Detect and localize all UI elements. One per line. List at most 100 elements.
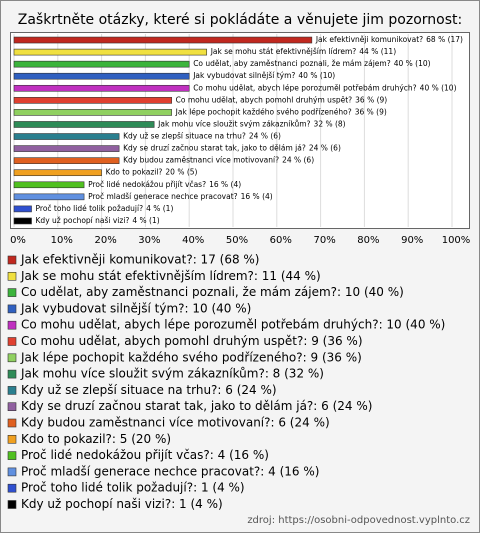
bar-value-label: 4 % (1) xyxy=(132,216,159,225)
bar-label-category: Proč mladší generace nechce pracovat? xyxy=(88,192,238,201)
bar-label-category: Jak lépe pochopit každého svého podřízen… xyxy=(175,107,352,116)
legend-swatch xyxy=(7,353,17,363)
legend-swatch xyxy=(7,271,17,281)
bar xyxy=(13,109,172,116)
bar-label-category: Co mohu udělat, abych lépe porozuměl pot… xyxy=(193,83,416,92)
bar-label-category: Kdy se druzí začnou starat tak, jako to … xyxy=(123,144,306,153)
bar-value-label: 4 % (1) xyxy=(146,204,173,213)
bar-label-category: Kdy už se zlepší situace na trhu? xyxy=(123,132,246,141)
bar-value-label: 68 % (17) xyxy=(426,35,463,44)
legend-swatch xyxy=(7,467,17,477)
bar xyxy=(13,217,32,225)
bar-label: Jak efektivněji komunikovat? 68 % (17) xyxy=(315,35,463,44)
bar-label-category: Co mohu udělat, abych pomohl druhým uspě… xyxy=(176,95,352,104)
bar xyxy=(13,48,208,56)
x-tick-label: 0% xyxy=(10,235,26,246)
legend-label: Proč mladší generace nechce pracovat?: 4… xyxy=(21,464,319,478)
bar-label-category: Jak efektivněji komunikovat? xyxy=(315,35,423,44)
bar-label: Jak mohu více sloužit svým zákazníkům? 32… xyxy=(157,119,346,128)
bar-label-category: Co udělat, aby zaměstnanci poznali, že m… xyxy=(193,59,391,68)
bar-label-category: Kdy budou zaměstnanci více motivovaní? xyxy=(123,156,279,165)
bar-label: Jak lépe pochopit každého svého podřízen… xyxy=(175,107,387,116)
legend-label: Jak efektivněji komunikovat?: 17 (68 %) xyxy=(20,253,260,267)
legend-label: Co mohu udělat, abych lépe porozuměl pot… xyxy=(21,318,445,332)
legend-label: Kdo to pokazil?: 5 (20 %) xyxy=(21,432,171,446)
legend-label: Jak vybudovat silnější tým?: 10 (40 %) xyxy=(20,301,251,315)
x-tick-label: 20% xyxy=(94,235,116,246)
bar-label: Co mohu udělat, abych lépe porozuměl pot… xyxy=(193,83,456,92)
legend-label: Jak se mohu stát efektivnějším lídrem?: … xyxy=(20,269,321,283)
chart-title: Zaškrtněte otázky, které si pokládáte a … xyxy=(18,12,462,28)
bar xyxy=(13,84,190,92)
bar xyxy=(13,157,120,164)
legend-swatch xyxy=(7,304,17,314)
bar-label: Kdy už se zlepší situace na trhu? 24 % (6… xyxy=(123,132,281,141)
bar-value-label: 44 % (11) xyxy=(359,47,396,56)
legend-swatch xyxy=(7,483,17,493)
bar-label-category: Jak se mohu stát efektivnějším lídrem? xyxy=(210,47,357,56)
bar-value-label: 32 % (8) xyxy=(314,119,346,128)
x-tick-label: 90% xyxy=(401,235,423,246)
x-tick-label: 30% xyxy=(138,235,160,246)
bar-label: Kdy se druzí začnou starat tak, jako to … xyxy=(123,144,341,153)
legend-label: Jak mohu více sloužit svým zákazníkům?: … xyxy=(20,367,324,381)
bar-label-category: Jak vybudovat silnější tým? xyxy=(192,71,295,80)
x-tick-label: 100% xyxy=(442,235,471,246)
bar-value-label: 40 % (10) xyxy=(394,59,431,68)
bar-label-category: Jak mohu více sloužit svým zákazníkům? xyxy=(157,119,310,128)
legend-label: Proč lidé nedokážou přijít včas?: 4 (16 … xyxy=(21,448,269,462)
bar xyxy=(13,133,120,140)
bar xyxy=(13,121,155,128)
bar-label: Jak se mohu stát efektivnějším lídrem? 44… xyxy=(210,47,396,56)
legend-swatch xyxy=(7,288,17,297)
bar-label: Proč lidé nedokážou přijít včas? 16 % (4) xyxy=(88,180,241,189)
bar xyxy=(13,97,172,104)
legend-swatch xyxy=(7,418,17,428)
source: zdroj: https://osobni-odpovednost.vyplnt… xyxy=(247,515,470,526)
bar xyxy=(13,60,190,68)
legend-swatch xyxy=(7,320,17,330)
bar-value-label: 16 % (4) xyxy=(241,192,273,201)
legend-label: Proč toho lidé tolik požadují?: 1 (4 %) xyxy=(21,481,245,495)
bar-value-label: 20 % (5) xyxy=(165,168,197,177)
bar-label: Jak vybudovat silnější tým? 40 % (10) xyxy=(192,71,335,80)
x-tick-label: 10% xyxy=(51,235,73,246)
x-tick-label: 60% xyxy=(270,235,292,246)
legend-label: Kdy se druzí začnou starat tak, jako to … xyxy=(21,399,372,413)
legend-label: Kdy už se zlepší situace na trhu?: 6 (24… xyxy=(21,383,277,397)
bar-label: Co mohu udělat, abych pomohl druhým uspě… xyxy=(176,95,388,104)
legend-swatch xyxy=(7,369,17,379)
bar-label-category: Kdo to pokazil? xyxy=(106,168,163,177)
bar-label: Kdo to pokazil? 20 % (5) xyxy=(106,168,198,177)
bar-value-label: 24 % (6) xyxy=(309,144,341,153)
bar-value-label: 36 % (9) xyxy=(355,95,387,104)
legend-swatch xyxy=(7,500,17,509)
legend-swatch xyxy=(7,337,17,346)
x-tick-label: 50% xyxy=(226,235,248,246)
bar-label-category: Proč toho lidé tolik požadují? xyxy=(36,204,144,213)
bar xyxy=(13,169,102,177)
bar xyxy=(13,36,313,44)
legend-swatch xyxy=(7,402,17,412)
x-tick-label: 70% xyxy=(313,235,335,246)
legend-label: Co mohu udělat, abych pomohl druhým uspě… xyxy=(21,334,363,348)
bar-value-label: 40 % (10) xyxy=(298,71,335,80)
legend-swatch xyxy=(7,255,17,265)
bar-label: Proč toho lidé tolik požadují? 4 % (1) xyxy=(36,204,174,213)
bar xyxy=(13,145,120,152)
legend-swatch xyxy=(7,386,17,395)
bar-value-label: 24 % (6) xyxy=(282,156,314,165)
legend-label: Jak lépe pochopit každého svého podřízen… xyxy=(20,350,362,364)
legend-swatch xyxy=(7,451,17,460)
bar-value-label: 16 % (4) xyxy=(209,180,241,189)
bar-label: Co udělat, aby zaměstnanci poznali, že m… xyxy=(193,59,430,68)
legend-label: Co udělat, aby zaměstnanci poznali, že m… xyxy=(21,285,404,299)
bar xyxy=(13,205,32,213)
bar-label: Kdy už pochopí naši vizi? 4 % (1) xyxy=(36,216,160,225)
x-tick-label: 80% xyxy=(357,235,379,246)
bar-value-label: 36 % (9) xyxy=(355,107,387,116)
bar-value-label: 40 % (10) xyxy=(420,83,457,92)
bar xyxy=(13,181,85,189)
